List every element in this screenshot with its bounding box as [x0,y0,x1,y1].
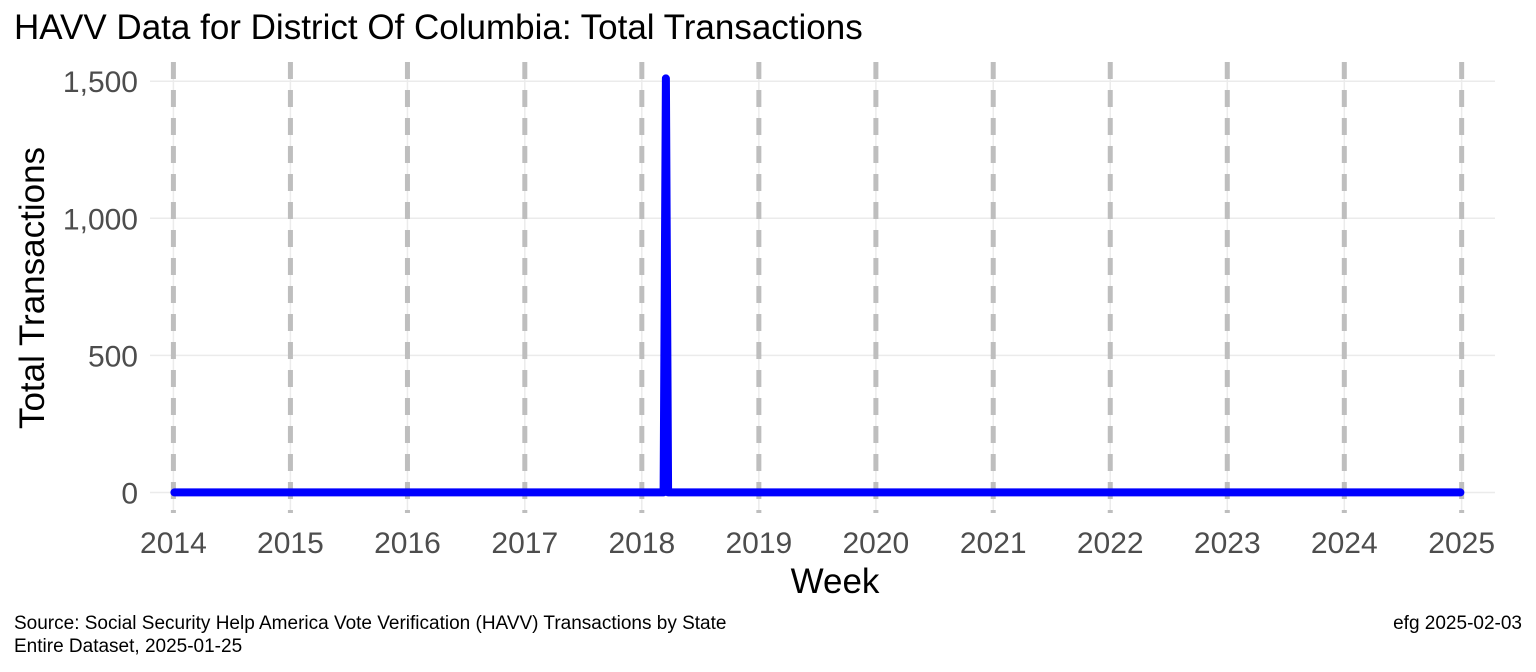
series-layer [170,74,1465,497]
y-tick-label: 1,500 [63,66,138,99]
x-tick-label: 2018 [608,527,675,560]
chart-title: HAVV Data for District Of Columbia: Tota… [14,8,863,47]
y-tick-label: 1,000 [63,203,138,236]
y-axis-title: Total Transactions [13,147,52,429]
x-tick-labels: 2014 2015 2016 2017 2018 2019 2020 2021 2022 2023… [140,527,1495,560]
gridlines [150,62,1495,513]
x-tick-label: 2015 [257,527,324,560]
x-tick-label: 2023 [1194,527,1261,560]
x-tick-label: 2025 [1428,527,1495,560]
y-tick-label: 500 [88,340,138,373]
y-tick-label: 0 [121,477,138,510]
x-axis-title: Week [791,562,880,601]
source-note-line2: Entire Dataset, 2025-01-25 [14,636,243,657]
x-tick-label: 2017 [491,527,558,560]
x-tick-label: 2016 [374,527,441,560]
x-tick-label: 2024 [1311,527,1378,560]
x-tick-label: 2014 [140,527,207,560]
x-tick-label: 2019 [725,527,792,560]
source-note-line1: Source: Social Security Help America Vot… [14,613,727,634]
credit-note: efg 2025-02-03 [1393,613,1522,634]
x-tick-label: 2021 [960,527,1027,560]
x-tick-label: 2022 [1077,527,1144,560]
year-reference-lines [170,62,1465,513]
y-tick-labels: 0 500 1,000 1,500 [63,66,138,510]
x-tick-label: 2020 [843,527,910,560]
series-line [170,74,1465,497]
